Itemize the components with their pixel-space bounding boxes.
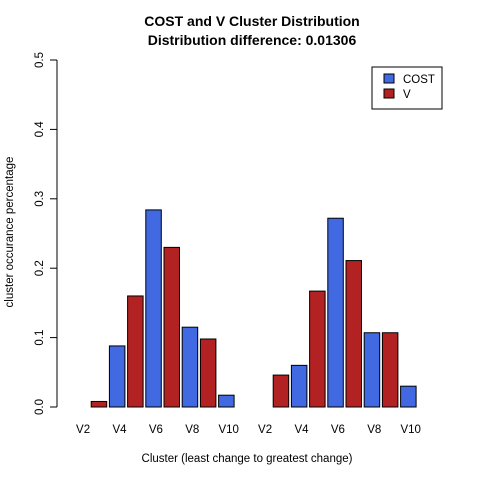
x-tick-label: V10 [400,424,420,436]
bar-v-v6-group1 [163,246,180,408]
bar-cost-v7-group1 [181,326,199,408]
x-tick-label: V6 [149,424,163,436]
bar-v-v2-group2 [272,374,290,408]
bar-cost-v5-group2 [327,217,344,408]
y-tick-label: 0.1 [34,330,46,346]
legend-swatch-v [383,88,395,99]
bar-cost-v9-group2 [400,385,417,408]
y-tick-label: 0.2 [34,260,46,276]
x-tick-label: V8 [185,424,199,436]
x-tick-label: V2 [258,424,272,436]
x-tick-labels: V2 V4 V6 V8 V10 V2 V4 V6 V8 V10 [76,424,421,436]
bar-v-v8-group1 [199,338,217,408]
bar-v-v4-group1 [127,295,144,408]
x-tick-label: V2 [76,424,90,436]
bar-cost-v3-group2 [290,364,308,408]
y-tick-label: 0.4 [34,121,46,138]
bar-cost-v3-group1 [108,345,126,408]
legend-label-cost: COST [403,74,435,86]
bar-cost-v9-group1 [218,394,235,408]
chart-subtitle: Distribution difference: 0.01306 [148,32,357,48]
y-axis-label: cluster occurance percentage [4,157,16,308]
bar-v-v2-group1 [90,400,108,408]
legend-swatch-cost [383,73,395,84]
x-tick-label: V8 [367,424,381,436]
y-tick-label: 0.0 [34,399,46,415]
y-tick-label: 0.5 [34,52,46,68]
bar-v-v6-group2 [345,260,362,408]
chart-title: COST and V Cluster Distribution [144,13,359,29]
bar-v-v4-group2 [309,290,326,408]
x-tick-label: V4 [294,424,309,436]
x-tick-label: V6 [331,424,345,436]
y-tick-label: 0.3 [34,191,46,207]
bar-cost-v7-group2 [363,332,381,408]
x-tick-label: V4 [112,424,127,436]
bars-layer [90,209,417,408]
bar-cost-v5-group1 [145,209,162,408]
y-axis: 0.0 0.1 0.2 0.3 0.4 0.5 [34,52,58,415]
x-axis-label: Cluster (least change to greatest change… [142,453,353,465]
legend: COST V [371,66,443,110]
legend-box [371,66,443,110]
legend-label-v: V [403,89,411,101]
bar-v-v8-group2 [381,332,399,408]
x-tick-label: V10 [218,424,238,436]
